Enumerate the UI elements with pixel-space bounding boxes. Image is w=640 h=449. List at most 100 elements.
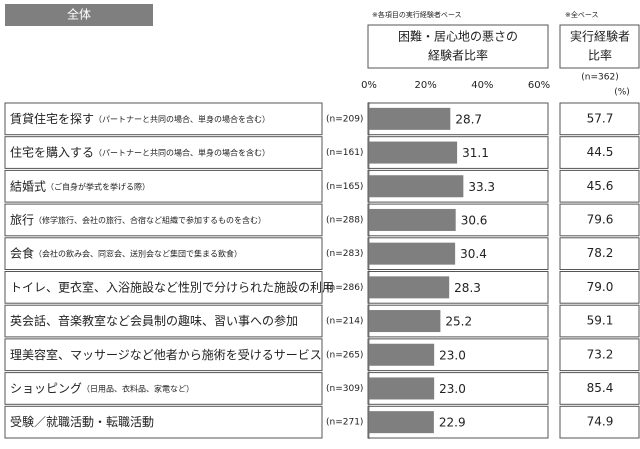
category-note: （日用品、衣料品、家電など）	[82, 383, 194, 393]
plot-row-box	[367, 102, 549, 136]
bar	[369, 208, 456, 231]
bar	[369, 276, 450, 299]
plot-row-box	[367, 338, 549, 372]
label-box	[4, 203, 323, 237]
bar	[369, 310, 441, 333]
side-box	[559, 102, 640, 136]
plot-row-box	[367, 237, 549, 271]
value-label: 28.3	[454, 281, 481, 295]
value-label: 31.1	[462, 146, 489, 160]
category-label: 会食（会社の飲み会、同窓会、送別会など集団で集まる飲食）	[10, 245, 242, 260]
label-box	[4, 405, 323, 439]
plot-row-box	[367, 271, 549, 304]
category-note: （ご自身が挙式を挙げる際）	[46, 181, 150, 191]
plot-row-box	[367, 304, 549, 338]
side-note: ※全ベース	[565, 10, 599, 19]
value-label: 30.4	[460, 247, 487, 261]
plot-row-box	[367, 405, 549, 439]
category-name: 英会話、音楽教室など会員制の趣味、習い事への参加	[10, 313, 298, 328]
side-header-box	[559, 24, 640, 69]
value-label: 33.3	[468, 180, 495, 194]
side-box	[559, 372, 640, 405]
value-label: 28.7	[455, 112, 482, 126]
category-label: 賃貸住宅を探す（パートナーと共同の場合、単身の場合を含む）	[10, 110, 270, 125]
value-label: 25.2	[445, 315, 472, 329]
side-box	[559, 338, 640, 372]
side-box	[559, 405, 640, 439]
bar	[369, 141, 458, 164]
section-box	[5, 4, 153, 26]
x-tick-label: 40%	[471, 80, 493, 91]
side-header-title: 実行経験者	[570, 29, 630, 44]
side-value: 85.4	[587, 381, 614, 395]
value-label: 23.0	[439, 348, 466, 362]
plot-row-box	[367, 203, 549, 237]
header-title: 困難・居心地の悪さの	[398, 29, 518, 44]
category-label: 結婚式（ご自身が挙式を挙げる際）	[10, 179, 150, 193]
side-value: 45.6	[587, 179, 614, 193]
bar	[369, 175, 464, 198]
bar	[369, 411, 434, 434]
side-box	[559, 237, 640, 271]
header-box	[367, 24, 549, 69]
note: ※各項目の実行経験者ベース	[372, 10, 462, 19]
category-name: トイレ、更衣室、入浴施設など性別で分けられた施設の利用	[10, 279, 334, 294]
value-label: 22.9	[439, 416, 466, 430]
category-note: （パートナーと共同の場合、単身の場合を含む）	[94, 113, 270, 123]
side-header-title: 比率	[588, 48, 612, 63]
bar	[369, 242, 456, 265]
side-value: 73.2	[587, 347, 614, 361]
side-unit: (%)	[614, 88, 630, 98]
n-label: (n=271)	[326, 418, 363, 428]
category-note: （修学旅行、会社の旅行、合宿など組織で参加するものを含む）	[34, 214, 266, 224]
x-tick-label: 20%	[415, 80, 437, 91]
plot-row-box	[367, 169, 549, 203]
side-box	[559, 271, 640, 304]
label-box	[4, 338, 323, 372]
bar	[369, 107, 451, 130]
category-note: （パートナーと共同の場合、単身の場合を含む）	[94, 147, 270, 157]
side-box	[559, 203, 640, 237]
label-box	[4, 304, 323, 338]
category-label: 理美容室、マッサージなど他者から施術を受けるサービス	[10, 346, 322, 361]
category-name: 会食	[10, 245, 34, 260]
bar	[369, 343, 435, 366]
header-title: 経験者比率	[428, 48, 488, 63]
side-box	[559, 304, 640, 338]
category-name: 賃貸住宅を探す	[10, 110, 94, 125]
plot-row-box	[367, 372, 549, 405]
category-label: トイレ、更衣室、入浴施設など性別で分けられた施設の利用	[10, 279, 334, 294]
side-value: 79.6	[587, 212, 614, 226]
category-note: （会社の飲み会、同窓会、送別会など集団で集まる飲食）	[34, 248, 242, 258]
category-name: ショッピング	[10, 381, 82, 395]
n-label: (n=165)	[326, 182, 363, 192]
section-label: 全体	[67, 7, 91, 22]
side-box	[559, 169, 640, 203]
x-tick-label: 0%	[361, 80, 377, 91]
category-label: 住宅を購入する（パートナーと共同の場合、単身の場合を含む）	[10, 144, 270, 159]
category-label: 旅行（修学旅行、会社の旅行、合宿など組織で参加するものを含む）	[10, 212, 266, 226]
side-value: 74.9	[587, 415, 614, 429]
category-label: ショッピング（日用品、衣料品、家電など）	[10, 381, 194, 395]
category-name: 結婚式	[10, 179, 46, 193]
n-label: (n=214)	[326, 317, 363, 327]
label-box	[4, 271, 323, 304]
n-label: (n=209)	[326, 114, 363, 124]
bar	[369, 377, 435, 400]
label-box	[4, 136, 323, 169]
side-value: 79.0	[587, 280, 614, 294]
category-label: 英会話、音楽教室など会員制の趣味、習い事への参加	[10, 313, 298, 328]
side-value: 57.7	[587, 111, 614, 125]
label-box	[4, 169, 323, 203]
n-label: (n=265)	[326, 350, 363, 360]
label-box	[4, 372, 323, 405]
n-label: (n=161)	[326, 148, 363, 158]
x-tick-label: 60%	[528, 80, 550, 91]
label-box	[4, 102, 323, 136]
value-label: 23.0	[439, 382, 466, 396]
side-n-label: (n=362)	[581, 73, 618, 83]
label-box	[4, 237, 323, 271]
side-box	[559, 136, 640, 169]
category-name: 理美容室、マッサージなど他者から施術を受けるサービス	[10, 346, 322, 361]
n-label: (n=283)	[326, 249, 363, 259]
